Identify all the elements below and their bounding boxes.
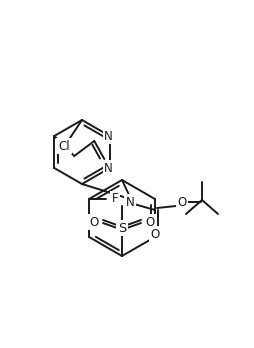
Text: F: F <box>112 192 118 206</box>
Text: O: O <box>145 215 155 229</box>
Text: O: O <box>150 228 160 240</box>
Text: N: N <box>104 129 113 142</box>
Text: S: S <box>118 221 126 235</box>
Text: N: N <box>126 196 134 208</box>
Text: Cl: Cl <box>58 140 70 152</box>
Text: N: N <box>104 161 113 174</box>
Text: O: O <box>89 215 99 229</box>
Text: O: O <box>177 197 187 209</box>
